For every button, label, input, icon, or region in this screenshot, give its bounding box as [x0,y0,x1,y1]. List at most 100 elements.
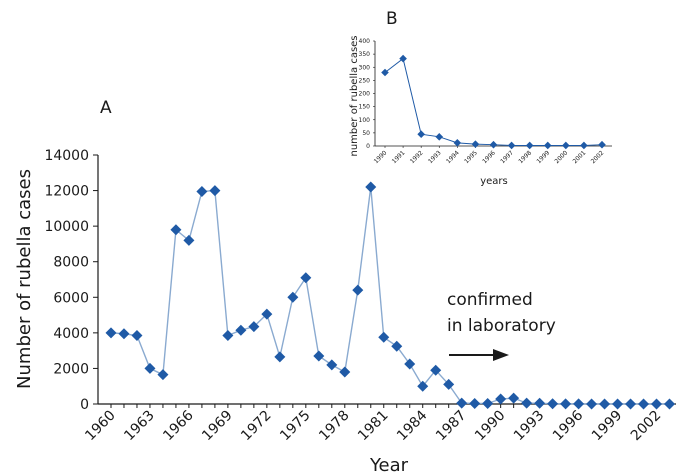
panel-a-letter: A [100,98,112,118]
inset-data-point [507,141,516,150]
inset-x-tick-label: 1995 [463,149,479,165]
main-data-point [378,331,390,343]
main-data-point [105,327,117,339]
main-data-point [469,397,481,409]
main-series-line [110,186,670,405]
inset-y-tick-label: 250 [359,77,371,84]
inset-data-point [562,141,570,150]
main-x-tick-label: 1987 [433,408,470,445]
main-data-point [521,397,533,409]
main-data-point [222,330,234,342]
main-data-point [417,380,429,392]
main-y-axis-title: Number of rubella cases [14,169,35,389]
main-axes [97,155,676,405]
inset-y-tick-label: 0 [366,143,370,150]
main-data-point [430,364,442,376]
inset-data-point [453,139,462,147]
annotation-arrow [449,349,509,361]
main-data-point [586,398,598,410]
main-x-tick-label: 2002 [628,408,665,445]
main-data-point [196,185,208,197]
main-data-point [287,291,299,303]
main-data-point [313,350,325,362]
inset-x-tick-label: 1997 [499,149,515,165]
main-data-point [508,392,520,404]
main-data-point [274,351,286,363]
inset-y-tick-label: 300 [359,64,371,71]
main-x-tick-label: 1975 [277,408,314,445]
main-data-point [261,308,273,320]
main-data-point [664,398,676,410]
inset-x-tick-label: 1998 [517,149,533,165]
main-data-point [157,369,169,381]
inset-x-tick-label: 2001 [572,149,588,165]
inset-data-point [435,133,444,141]
inset-y-tick-label: 400 [359,38,371,45]
inset-x-tick-label: 1999 [535,149,551,165]
inset-x-ticks: 1990 1991 1992 1993 1994 1995 1996 1997 1998 1999… [373,146,606,165]
main-data-point [482,397,494,409]
main-data-point [183,234,195,246]
panel-b-letter: B [386,9,398,29]
main-y-tick-label: 10000 [44,219,89,235]
inset-data-point [381,68,389,77]
main-data-point [300,272,312,284]
main-x-tick-label: 1963 [121,408,158,445]
main-x-tick-label: 1966 [160,407,197,444]
main-x-tick-label: 1990 [472,408,509,445]
main-x-tick-label: 1996 [550,407,587,444]
main-data-point [144,362,156,374]
main-data-point [573,398,585,410]
main-data-point [326,359,338,371]
inset-data-point [525,141,534,150]
main-data-point [404,358,416,370]
main-data-point [495,393,507,405]
main-y-ticks: 0 2000 4000 6000 8000 10000 12000 14000 [44,148,98,413]
main-data-point [638,398,650,410]
main-data-point [131,330,143,342]
inset-x-tick-label: 1992 [409,149,425,165]
main-data-point [248,321,260,333]
main-x-tick-label: 1993 [511,408,548,445]
main-x-tick-label: 1969 [199,408,236,445]
main-y-tick-label: 4000 [53,326,89,342]
main-series [105,181,676,410]
main-data-point [612,398,624,410]
main-x-axis-title: Year [369,455,409,476]
main-x-tick-label: 1981 [355,408,392,445]
main-data-point [547,398,559,410]
inset-data-point [580,141,588,150]
main-data-point [118,328,130,340]
inset-x-tick-label: 1990 [373,149,389,165]
inset-x-tick-label: 2002 [590,149,606,165]
main-x-tick-label: 1984 [394,407,431,444]
inset-data-point [417,130,425,138]
inset-y-tick-label: 100 [359,117,371,124]
inset-data-point [489,140,498,149]
main-data-point [443,378,455,390]
inset-y-tick-label: 200 [359,91,371,98]
inset-x-axis-title: years [480,176,508,187]
main-y-tick-label: 2000 [53,361,89,377]
main-data-point [365,181,377,193]
inset-y-tick-label: 150 [359,104,371,111]
inset-x-tick-label: 2000 [553,149,569,165]
main-x-tick-label: 1978 [316,408,353,445]
main-data-point [456,397,468,409]
main-data-point [209,185,221,197]
main-data-point [625,398,637,410]
inset-axes [374,41,612,147]
inset-y-ticks: 0 50 100 150 200 250 300 350 400 [359,38,375,150]
main-data-point [352,284,364,296]
inset-x-tick-label: 1993 [427,149,443,165]
inset-y-tick-label: 50 [362,130,370,137]
main-data-point [534,397,546,409]
inset-x-tick-label: 1994 [445,149,461,165]
main-x-tick-label: 1972 [238,408,275,445]
inset-y-axis-title: number of rubella cases [349,35,360,156]
main-y-tick-label: 12000 [44,184,89,200]
inset-x-tick-label: 1991 [391,149,407,165]
main-y-tick-label: 0 [80,397,89,413]
annotation-line-1: confirmed [447,290,533,310]
inset-series [381,54,606,150]
